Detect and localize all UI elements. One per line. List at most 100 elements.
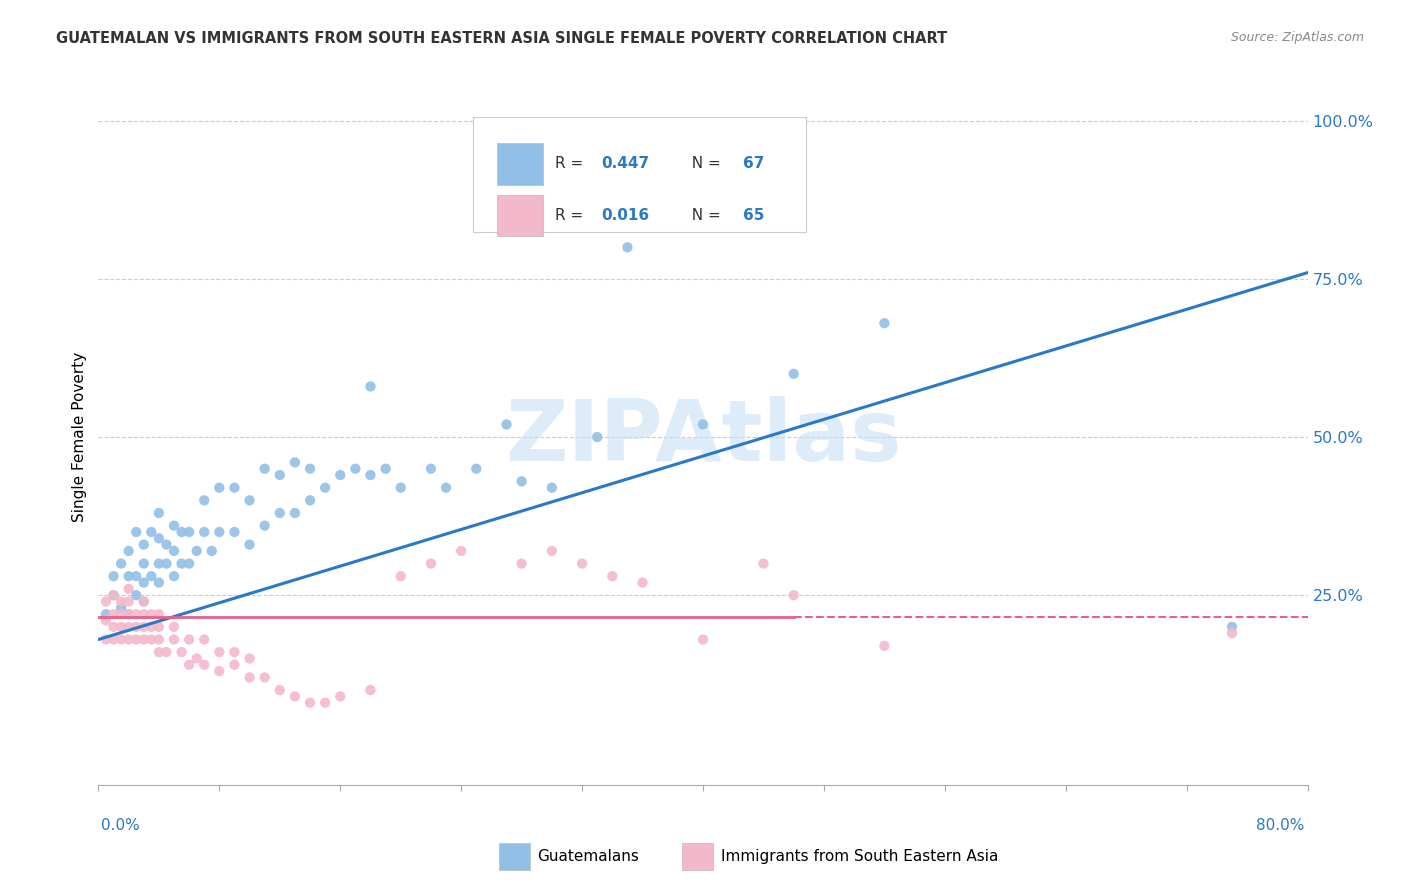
- Text: 80.0%: 80.0%: [1257, 818, 1305, 832]
- Point: [193, 493, 215, 508]
- Point: [360, 379, 382, 393]
- Point: [253, 670, 276, 684]
- Point: [94, 594, 117, 608]
- Point: [510, 557, 533, 571]
- Point: [434, 481, 457, 495]
- Point: [118, 582, 141, 596]
- Point: [132, 575, 155, 590]
- Text: N =: N =: [682, 208, 725, 223]
- Text: 65: 65: [742, 208, 765, 223]
- Point: [94, 632, 117, 647]
- Point: [269, 683, 291, 698]
- Point: [284, 506, 307, 520]
- Point: [118, 632, 141, 647]
- Point: [465, 461, 488, 475]
- FancyBboxPatch shape: [474, 117, 806, 232]
- Point: [586, 430, 609, 444]
- Point: [118, 607, 141, 622]
- Point: [118, 594, 141, 608]
- Point: [132, 632, 155, 647]
- Point: [389, 569, 412, 583]
- Point: [94, 614, 117, 628]
- Point: [141, 569, 163, 583]
- Point: [374, 461, 396, 475]
- Text: R =: R =: [555, 156, 589, 171]
- Text: 67: 67: [742, 156, 765, 171]
- Text: Guatemalans: Guatemalans: [537, 849, 638, 863]
- Point: [873, 316, 896, 330]
- Point: [170, 557, 193, 571]
- Point: [103, 620, 125, 634]
- Point: [170, 524, 193, 539]
- Point: [110, 594, 132, 608]
- Point: [132, 538, 155, 552]
- Point: [94, 607, 117, 622]
- Point: [510, 475, 533, 489]
- Point: [783, 367, 806, 381]
- Point: [389, 481, 412, 495]
- Point: [420, 557, 443, 571]
- Point: [141, 632, 163, 647]
- Point: [201, 544, 224, 558]
- Point: [314, 696, 336, 710]
- Text: Immigrants from South Eastern Asia: Immigrants from South Eastern Asia: [721, 849, 998, 863]
- Point: [155, 538, 177, 552]
- Point: [163, 569, 186, 583]
- Point: [125, 524, 148, 539]
- Point: [132, 594, 155, 608]
- Point: [420, 461, 443, 475]
- Point: [110, 620, 132, 634]
- Point: [269, 506, 291, 520]
- Point: [118, 569, 141, 583]
- Point: [103, 588, 125, 602]
- Point: [141, 524, 163, 539]
- Text: 0.0%: 0.0%: [101, 818, 141, 832]
- Point: [329, 690, 352, 704]
- Point: [239, 670, 262, 684]
- Point: [344, 461, 367, 475]
- Y-axis label: Single Female Poverty: Single Female Poverty: [72, 352, 87, 522]
- Point: [224, 481, 246, 495]
- Point: [148, 531, 170, 545]
- Point: [783, 588, 806, 602]
- Point: [125, 569, 148, 583]
- Point: [125, 632, 148, 647]
- Point: [163, 518, 186, 533]
- Point: [110, 632, 132, 647]
- Point: [193, 657, 215, 672]
- Point: [253, 518, 276, 533]
- Point: [141, 607, 163, 622]
- Text: N =: N =: [682, 156, 725, 171]
- Point: [186, 651, 208, 665]
- Point: [118, 620, 141, 634]
- Point: [329, 468, 352, 483]
- Point: [148, 620, 170, 634]
- Text: 0.447: 0.447: [602, 156, 650, 171]
- Point: [193, 632, 215, 647]
- Point: [193, 524, 215, 539]
- Point: [239, 493, 262, 508]
- Point: [224, 657, 246, 672]
- Point: [179, 557, 201, 571]
- Point: [299, 696, 322, 710]
- Point: [299, 493, 322, 508]
- Point: [148, 645, 170, 659]
- Point: [602, 569, 624, 583]
- Text: 0.016: 0.016: [602, 208, 650, 223]
- Point: [540, 544, 562, 558]
- Point: [132, 594, 155, 608]
- Point: [571, 557, 593, 571]
- Point: [118, 544, 141, 558]
- Point: [110, 607, 132, 622]
- Point: [148, 607, 170, 622]
- Point: [616, 240, 638, 254]
- Point: [692, 632, 714, 647]
- Point: [155, 645, 177, 659]
- Point: [155, 557, 177, 571]
- Point: [239, 651, 262, 665]
- Point: [224, 524, 246, 539]
- Point: [253, 461, 276, 475]
- Point: [170, 645, 193, 659]
- Point: [360, 468, 382, 483]
- Point: [103, 588, 125, 602]
